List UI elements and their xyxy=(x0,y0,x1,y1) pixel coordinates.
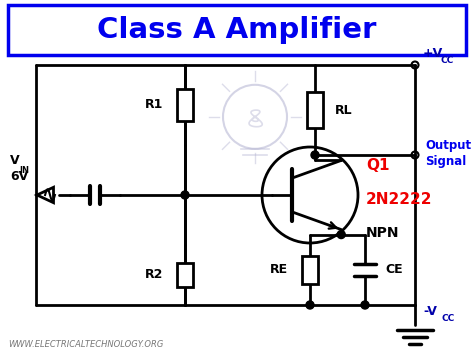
Text: CC: CC xyxy=(442,314,455,323)
Text: CC: CC xyxy=(441,56,454,65)
Text: NPN: NPN xyxy=(366,226,400,240)
Circle shape xyxy=(361,301,369,309)
Text: 6V: 6V xyxy=(10,170,28,183)
Text: IN: IN xyxy=(19,166,29,175)
Circle shape xyxy=(311,151,319,159)
Bar xyxy=(177,89,193,121)
Text: WWW.ELECTRICALTECHNOLOGY.ORG: WWW.ELECTRICALTECHNOLOGY.ORG xyxy=(8,340,164,349)
Text: V: V xyxy=(10,154,19,167)
Text: RL: RL xyxy=(335,104,353,116)
Text: RE: RE xyxy=(270,263,288,276)
Bar xyxy=(8,5,466,55)
Bar xyxy=(307,92,323,128)
Text: Class A Amplifier: Class A Amplifier xyxy=(97,16,377,44)
Text: 2N2222: 2N2222 xyxy=(366,192,432,208)
Text: CE: CE xyxy=(385,263,402,276)
Bar xyxy=(177,263,193,287)
Text: R2: R2 xyxy=(145,268,163,282)
Circle shape xyxy=(337,230,345,239)
Circle shape xyxy=(306,301,314,309)
Text: Output
Signal: Output Signal xyxy=(425,138,471,168)
Text: Q1: Q1 xyxy=(366,158,390,173)
Circle shape xyxy=(181,191,189,199)
Text: +V: +V xyxy=(423,47,443,60)
Text: R1: R1 xyxy=(145,98,163,111)
Bar xyxy=(302,256,318,284)
Text: -V: -V xyxy=(423,305,437,318)
